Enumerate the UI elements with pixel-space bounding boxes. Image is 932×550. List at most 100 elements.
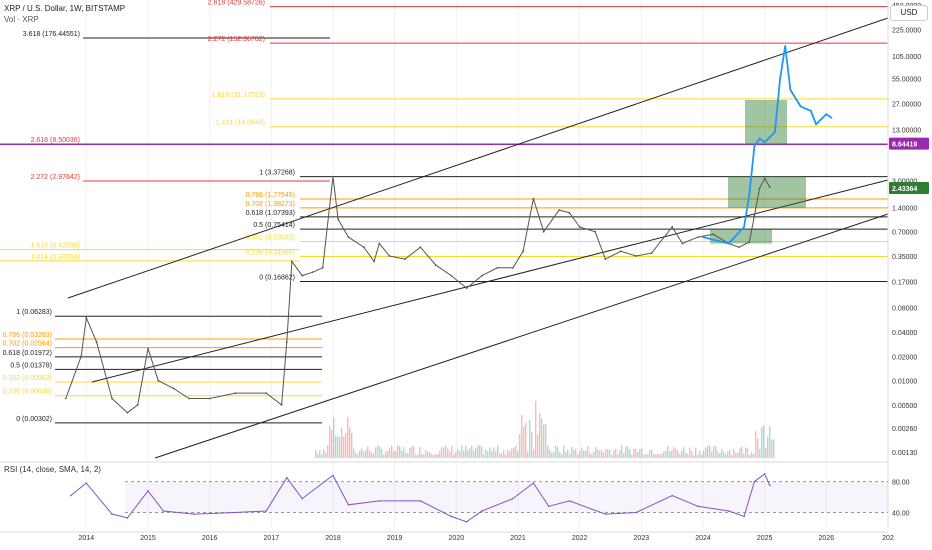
rsi-point — [769, 484, 771, 487]
volume-bar — [471, 445, 473, 458]
volume-bar — [611, 454, 613, 458]
volume-bar — [593, 451, 595, 458]
volume-bar — [335, 436, 337, 458]
volume-bar — [771, 439, 773, 458]
volume-bars — [315, 400, 775, 458]
fib-level-label: 1.618 (0.42096) — [31, 243, 80, 250]
volume-bar — [553, 451, 555, 458]
data-point — [779, 77, 781, 80]
volume-bar — [349, 427, 351, 458]
rsi-point — [265, 510, 267, 512]
volume-bar — [647, 454, 649, 458]
volume-bar — [405, 452, 407, 458]
volume-bar — [507, 449, 509, 458]
rsi-point — [532, 482, 535, 484]
time-tick-label: 2026 — [819, 535, 835, 542]
volume-bar — [519, 434, 521, 458]
fib-level-label: 1 (3.37268) — [259, 170, 295, 177]
volume-bar — [467, 450, 469, 458]
volume-bar — [711, 451, 713, 458]
symbol-title: XRP / U.S. Dollar, 1W, BITSTAMP — [4, 4, 126, 13]
time-tick-label: 2017 — [264, 535, 280, 542]
price-badge-label: 2.43364 — [892, 186, 917, 193]
volume-bar — [731, 454, 733, 458]
fib-level-label: 2.618 (8.50036) — [31, 137, 80, 144]
volume-bar — [383, 454, 385, 458]
volume-bar — [497, 445, 499, 458]
target-zone-upper — [745, 99, 787, 145]
data-point — [671, 226, 674, 228]
price-tick-label: 0.35000 — [892, 254, 917, 261]
time-tick-label: 2018 — [325, 535, 341, 542]
data-point — [311, 271, 314, 274]
rsi-point — [743, 515, 745, 518]
volume-bar — [683, 447, 685, 458]
data-point — [373, 260, 376, 263]
volume-bar — [703, 450, 705, 458]
volume-bar — [403, 447, 405, 458]
data-point — [85, 316, 88, 319]
volume-bar — [603, 452, 605, 458]
rsi-point — [147, 490, 149, 492]
volume-bar — [401, 450, 403, 458]
time-tick-label: 2022 — [572, 535, 588, 542]
volume-bar — [447, 448, 449, 458]
volume-bar — [439, 450, 441, 458]
volume-bar — [601, 450, 603, 458]
time-tick-label: 2019 — [387, 535, 403, 542]
volume-bar — [541, 418, 543, 458]
volume-bar — [665, 450, 667, 458]
time-tick-label: 2023 — [634, 535, 650, 542]
rsi-point — [753, 480, 756, 483]
currency-selector[interactable]: USD — [890, 5, 928, 21]
data-point — [825, 113, 828, 116]
price-tick-label: 0.02000 — [892, 354, 917, 361]
volume-bar — [353, 448, 355, 458]
rsi-point — [285, 476, 288, 479]
volume-bar — [321, 454, 323, 458]
volume-bar — [575, 448, 577, 458]
volume-bar — [443, 447, 445, 458]
volume-bar — [343, 436, 345, 458]
data-point — [712, 233, 715, 236]
volume-bar — [681, 450, 683, 458]
volume-bar — [543, 424, 545, 458]
volume-bar — [677, 450, 679, 458]
data-point — [542, 230, 545, 233]
time-axis[interactable]: 2014 2015 2016 2017 2018 2019 2020 2021 2022 2023… — [0, 531, 894, 542]
rsi-point — [301, 497, 303, 500]
volume-bar — [407, 453, 409, 458]
volume-bar — [501, 453, 503, 458]
price-tick-label: 0.17000 — [892, 279, 917, 286]
rsi-point — [70, 494, 72, 497]
volume-bar — [639, 449, 641, 458]
volume-bar — [687, 453, 689, 458]
volume-bar — [465, 446, 467, 458]
time-tick-label: 202 — [882, 535, 894, 542]
volume-bar — [755, 431, 757, 458]
volume-bar — [381, 448, 383, 458]
volume-bar — [483, 454, 485, 458]
volume-bar — [743, 453, 745, 458]
volume-bar — [591, 454, 593, 458]
volume-bar — [699, 450, 701, 458]
volume-bar — [379, 446, 381, 458]
rsi-level-label: 40.00 — [892, 511, 910, 518]
volume-bar — [569, 453, 571, 458]
volume-bar — [689, 447, 691, 458]
data-point — [337, 218, 340, 221]
volume-bar — [493, 447, 495, 458]
fib-level-label: 0.702 (1.38273) — [246, 201, 295, 208]
volume-bar — [605, 449, 607, 458]
data-point — [280, 404, 283, 406]
volume-bar — [327, 445, 329, 458]
volume-bar — [657, 453, 659, 458]
volume-bar — [725, 454, 727, 458]
time-tick-label: 2016 — [202, 535, 218, 542]
volume-bar — [559, 452, 561, 458]
volume-bar — [445, 445, 447, 458]
data-point — [208, 397, 211, 400]
